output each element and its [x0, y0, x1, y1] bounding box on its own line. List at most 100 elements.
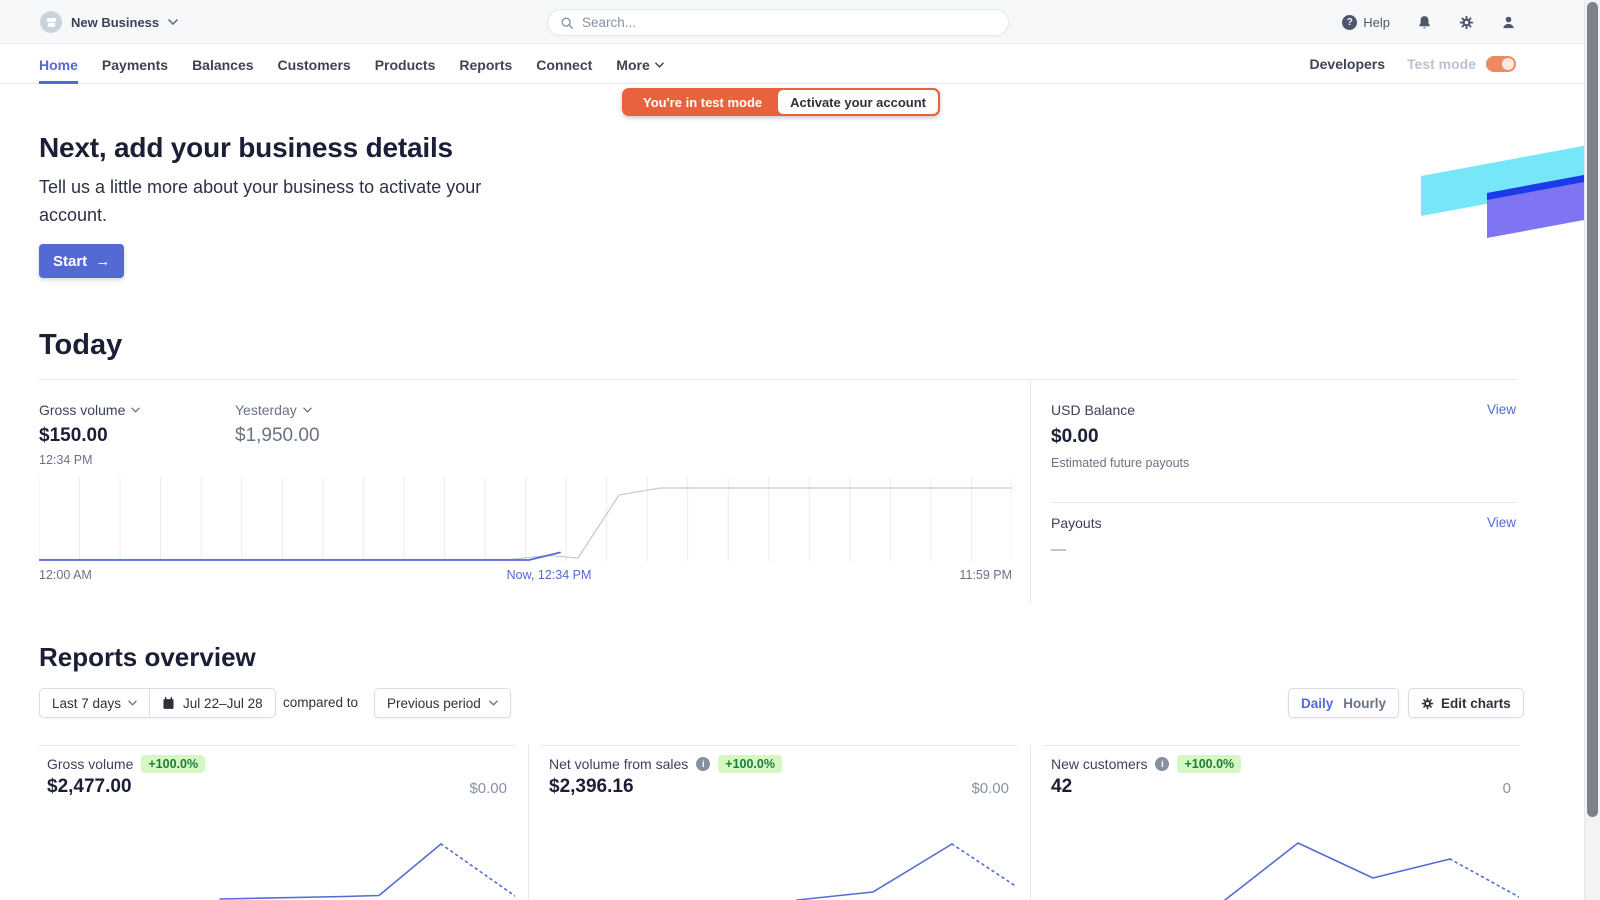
business-avatar — [40, 11, 62, 33]
reports-overview-heading: Reports overview — [39, 642, 256, 672]
arrow-right-icon: → — [95, 252, 111, 270]
bell-icon — [1417, 15, 1432, 30]
main-nav: Home Payments Balances Customers Product… — [0, 44, 1600, 84]
test-mode-toggle[interactable] — [1486, 56, 1516, 72]
range-preset-dropdown[interactable]: Last 7 days — [40, 689, 151, 717]
test-mode-label: Test mode — [1407, 56, 1476, 72]
card-value: 42 — [1051, 776, 1073, 797]
nav-tab-home[interactable]: Home — [39, 44, 78, 84]
toggle-knob — [1502, 58, 1514, 70]
card-divider-1 — [528, 745, 529, 900]
nav-tab-balances[interactable]: Balances — [192, 56, 254, 73]
usd-balance-sub: Estimated future payouts — [1051, 456, 1190, 470]
nav-tab-reports[interactable]: Reports — [459, 56, 513, 73]
change-badge: +100.0% — [141, 755, 206, 773]
help-button[interactable]: ? Help — [1342, 14, 1390, 30]
hourly-option[interactable]: Hourly — [1343, 695, 1387, 711]
page-title: Next, add your business details — [39, 132, 453, 163]
comparison-period-label: Previous period — [387, 695, 481, 711]
activate-account-button[interactable]: Activate your account — [776, 88, 940, 116]
subtitle-line-1: Tell us a little more about your busines… — [39, 177, 482, 197]
business-name: New Business — [71, 14, 160, 30]
today-heading: Today — [39, 329, 123, 361]
change-badge: +100.0% — [718, 755, 782, 773]
gear-icon — [1459, 15, 1474, 30]
yesterday-label: Yesterday — [235, 402, 297, 418]
change-badge: +100.0% — [1177, 755, 1242, 773]
edit-charts-button[interactable]: Edit charts — [1408, 688, 1524, 718]
payouts-value: — — [1051, 541, 1066, 558]
card-value: $2,477.00 — [47, 776, 132, 797]
payouts-view-link[interactable]: View — [1486, 515, 1516, 530]
top-bar: New Business Search... ? Help — [0, 0, 1600, 44]
card-divider-2 — [1030, 745, 1031, 900]
comparison-period-dropdown[interactable]: Previous period — [374, 688, 511, 718]
info-icon: i — [1155, 757, 1170, 771]
card-compare-value: $0.00 — [971, 780, 1009, 797]
decorative-stripes — [1388, 140, 1584, 250]
gross-volume-time: 12:34 PM — [39, 453, 93, 467]
card-header: Gross volume +100.0% — [47, 755, 206, 773]
nav-tab-connect[interactable]: Connect — [536, 56, 593, 73]
test-mode-control: Test mode — [1407, 56, 1516, 72]
nav-tab-payments[interactable]: Payments — [101, 56, 169, 73]
chevron-down-icon — [302, 407, 312, 413]
axis-label-start: 12:00 AM — [39, 568, 92, 582]
gross-volume-selector[interactable]: Gross volume — [39, 402, 141, 418]
new-customers-card[interactable]: New customers i +100.0% 42 0 — [1043, 745, 1519, 900]
more-label: More — [616, 56, 650, 73]
search-input[interactable]: Search... — [547, 9, 1009, 36]
card-header: Net volume from sales i +100.0% — [549, 755, 782, 773]
card-title: Net volume from sales — [549, 756, 689, 772]
chevron-down-icon — [654, 61, 664, 68]
search-icon — [560, 16, 574, 30]
help-label: Help — [1363, 14, 1390, 30]
gross-volume-label: Gross volume — [39, 402, 126, 418]
usd-balance-view-link[interactable]: View — [1486, 402, 1516, 417]
calendar-icon — [162, 696, 175, 710]
topbar-actions: ? Help — [1342, 0, 1516, 44]
date-range-picker[interactable]: Jul 22–Jul 28 — [150, 689, 275, 717]
gross-volume-mini-chart — [219, 843, 515, 900]
yesterday-value: $1,950.00 — [235, 425, 320, 446]
nav-tab-more[interactable]: More — [616, 44, 664, 84]
granularity-toggle: Daily Hourly — [1288, 688, 1400, 718]
today-vertical-divider — [1030, 379, 1031, 604]
account-button[interactable] — [1501, 15, 1516, 30]
range-preset-label: Last 7 days — [52, 695, 122, 711]
gross-volume-card[interactable]: Gross volume +100.0% $2,477.00 $0.00 — [39, 745, 515, 900]
developers-link[interactable]: Developers — [1309, 56, 1386, 72]
card-header: New customers i +100.0% — [1051, 755, 1242, 773]
payouts-label: Payouts — [1051, 515, 1102, 531]
card-compare-value: $0.00 — [469, 780, 507, 797]
search-placeholder: Search... — [582, 15, 637, 30]
axis-label-end: 11:59 PM — [959, 568, 1012, 582]
gear-icon — [1421, 697, 1434, 710]
net-volume-card[interactable]: Net volume from sales i +100.0% $2,396.1… — [541, 745, 1017, 900]
nav-right: Developers Test mode — [1310, 44, 1516, 84]
nav-tab-customers[interactable]: Customers — [277, 56, 351, 73]
edit-charts-label: Edit charts — [1441, 695, 1511, 711]
notifications-button[interactable] — [1417, 15, 1432, 30]
business-switcher[interactable]: New Business — [40, 0, 178, 44]
card-value: $2,396.16 — [549, 776, 634, 797]
storefront-icon — [45, 16, 58, 29]
nav-tab-products[interactable]: Products — [374, 56, 436, 73]
chevron-down-icon — [489, 700, 498, 706]
gross-volume-value: $150.00 — [39, 425, 108, 446]
date-range-label: Jul 22–Jul 28 — [183, 695, 263, 711]
date-range-control: Last 7 days Jul 22–Jul 28 — [39, 688, 276, 718]
settings-button[interactable] — [1459, 15, 1474, 30]
new-customers-mini-chart — [1224, 842, 1519, 900]
vertical-scrollbar[interactable] — [1584, 0, 1600, 900]
daily-option[interactable]: Daily — [1301, 695, 1334, 711]
balance-payouts-divider — [1051, 502, 1516, 503]
page-subtitle: Tell us a little more about your busines… — [39, 173, 481, 229]
subtitle-line-2: account. — [39, 205, 108, 225]
yesterday-selector[interactable]: Yesterday — [235, 402, 312, 418]
card-title: New customers — [1051, 756, 1148, 772]
scrollbar-thumb[interactable] — [1587, 2, 1598, 817]
start-button[interactable]: Start → — [39, 244, 125, 278]
axis-label-now: Now, 12:34 PM — [506, 568, 592, 582]
